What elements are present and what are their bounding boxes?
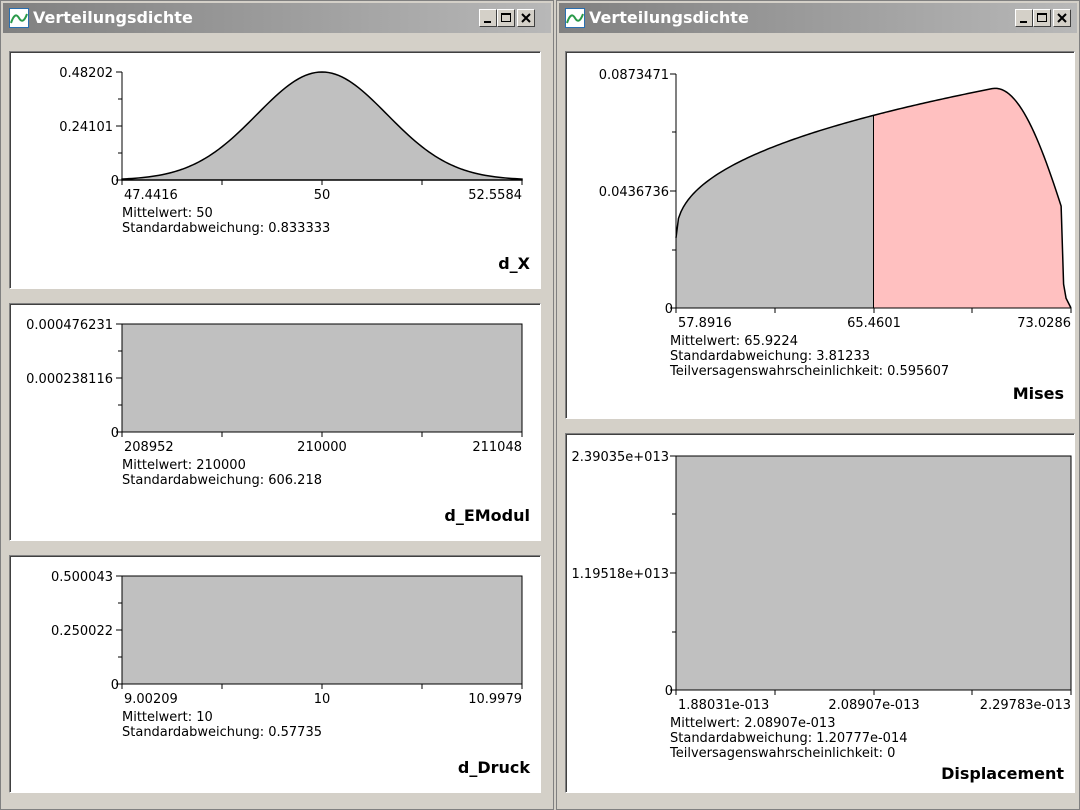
maximize-button[interactable] <box>497 9 515 27</box>
panel-name: d_EModul <box>444 506 530 525</box>
stat-failure-probability: Teilversagenswahrscheinlichkeit: 0.59560… <box>670 364 950 379</box>
density-panel-Displacement: 2.39035e+013 1.19518e+013 0 1.88031e-013… <box>565 433 1075 793</box>
density-panel-d_EModul: 0.000476231 0.000238116 0 208952 210000 … <box>9 303 541 541</box>
panel-name: Mises <box>1012 384 1064 403</box>
panel-name: d_X <box>498 254 530 273</box>
density-area-failure <box>873 88 1071 308</box>
x-tick-label: 50 <box>314 188 331 203</box>
close-icon <box>521 13 531 23</box>
density-app-icon <box>565 8 585 28</box>
stat-mean: Mittelwert: 50 <box>122 206 213 221</box>
right-window-client: 0.0873471 0.0436736 0 57.8916 65.4601 73… <box>561 37 1075 805</box>
x-tick-label: 57.8916 <box>678 316 732 331</box>
density-area <box>121 323 523 433</box>
x-tick-label: 9.00209 <box>124 692 178 707</box>
close-icon <box>1057 13 1067 23</box>
density-area-safe <box>676 115 874 308</box>
x-tick-label: 1.88031e-013 <box>678 698 769 713</box>
right-window: Verteilungsdichte <box>556 0 1080 810</box>
density-area <box>121 71 523 181</box>
minimize-button[interactable] <box>1015 9 1033 27</box>
stat-failure-probability: Teilversagenswahrscheinlichkeit: 0 <box>670 746 896 761</box>
density-plot-d_Druck: 0.500043 0.250022 0 9.00209 10 10.9979 <box>51 570 523 707</box>
density-plot-d_X: 0.48202 0.24101 0 47.4416 50 52.5584 <box>59 66 523 203</box>
maximize-icon <box>501 13 511 22</box>
x-tick-label: 2.29783e-013 <box>980 698 1071 713</box>
left-window-client: 0.48202 0.24101 0 47.4416 50 52.5584 Mit… <box>5 37 549 805</box>
maximize-button[interactable] <box>1033 9 1051 27</box>
stat-mean: Mittelwert: 210000 <box>122 458 246 473</box>
right-window-title: Verteilungsdichte <box>589 8 749 27</box>
density-plot-Mises: 0.0873471 0.0436736 0 57.8916 65.4601 73… <box>599 68 1072 331</box>
left-window-title: Verteilungsdichte <box>33 8 193 27</box>
density-area <box>121 575 523 685</box>
x-tick-label: 208952 <box>124 440 174 455</box>
panel-name: d_Druck <box>457 758 530 777</box>
y-tick-label: 0 <box>111 174 119 189</box>
x-tick-label: 65.4601 <box>847 316 901 331</box>
density-plot-Displacement: 2.39035e+013 1.19518e+013 0 1.88031e-013… <box>572 450 1072 713</box>
y-tick-label: 0 <box>111 678 119 693</box>
y-tick-label: 0.250022 <box>51 624 113 639</box>
minimize-icon <box>1020 21 1027 23</box>
stat-mean: Mittelwert: 65.9224 <box>670 334 798 349</box>
x-tick-label: 210000 <box>297 440 347 455</box>
y-tick-label: 2.39035e+013 <box>572 450 669 465</box>
density-panel-d_Druck: 0.500043 0.250022 0 9.00209 10 10.9979 M… <box>9 555 541 793</box>
close-button[interactable] <box>517 9 535 27</box>
density-curve <box>675 87 1072 309</box>
y-tick-label: 0.48202 <box>59 66 113 81</box>
left-window: Verteilungsdichte <box>0 0 554 810</box>
stat-std-dev: Standardabweichung: 3.81233 <box>670 349 870 364</box>
y-tick-label: 0.0436736 <box>599 185 669 200</box>
minimize-icon <box>484 21 491 23</box>
density-panel-Mises: 0.0873471 0.0436736 0 57.8916 65.4601 73… <box>565 51 1075 419</box>
x-tick-label: 73.0286 <box>1017 316 1071 331</box>
maximize-icon <box>1037 13 1047 22</box>
y-tick-label: 0.500043 <box>51 570 113 585</box>
density-plot-d_EModul: 0.000476231 0.000238116 0 208952 210000 … <box>26 318 523 455</box>
y-tick-label: 0 <box>665 302 673 317</box>
density-area <box>675 455 1072 691</box>
minimize-button[interactable] <box>479 9 497 27</box>
stat-std-dev: Standardabweichung: 0.57735 <box>122 725 322 740</box>
y-tick-label: 0 <box>665 684 673 699</box>
y-tick-label: 0.000238116 <box>26 372 113 387</box>
y-tick-label: 1.19518e+013 <box>572 567 669 582</box>
x-tick-label: 2.08907e-013 <box>828 698 919 713</box>
x-tick-label: 211048 <box>472 440 522 455</box>
density-app-icon <box>9 8 29 28</box>
y-tick-label: 0 <box>111 426 119 441</box>
x-tick-label: 10 <box>314 692 331 707</box>
density-panel-d_X: 0.48202 0.24101 0 47.4416 50 52.5584 Mit… <box>9 51 541 289</box>
stat-mean: Mittelwert: 10 <box>122 710 213 725</box>
stat-std-dev: Standardabweichung: 1.20777e-014 <box>670 731 908 746</box>
left-window-titlebar[interactable]: Verteilungsdichte <box>3 3 551 33</box>
y-tick-label: 0.000476231 <box>26 318 113 333</box>
stat-std-dev: Standardabweichung: 606.218 <box>122 473 322 488</box>
right-window-titlebar[interactable]: Verteilungsdichte <box>559 3 1077 33</box>
close-button[interactable] <box>1053 9 1071 27</box>
x-tick-label: 52.5584 <box>468 188 522 203</box>
panel-name: Displacement <box>941 764 1064 783</box>
y-tick-label: 0.24101 <box>59 120 113 135</box>
stat-std-dev: Standardabweichung: 0.833333 <box>122 221 331 236</box>
stat-mean: Mittelwert: 2.08907e-013 <box>670 716 836 731</box>
y-tick-label: 0.0873471 <box>599 68 669 83</box>
x-tick-label: 10.9979 <box>468 692 522 707</box>
x-tick-label: 47.4416 <box>124 188 178 203</box>
